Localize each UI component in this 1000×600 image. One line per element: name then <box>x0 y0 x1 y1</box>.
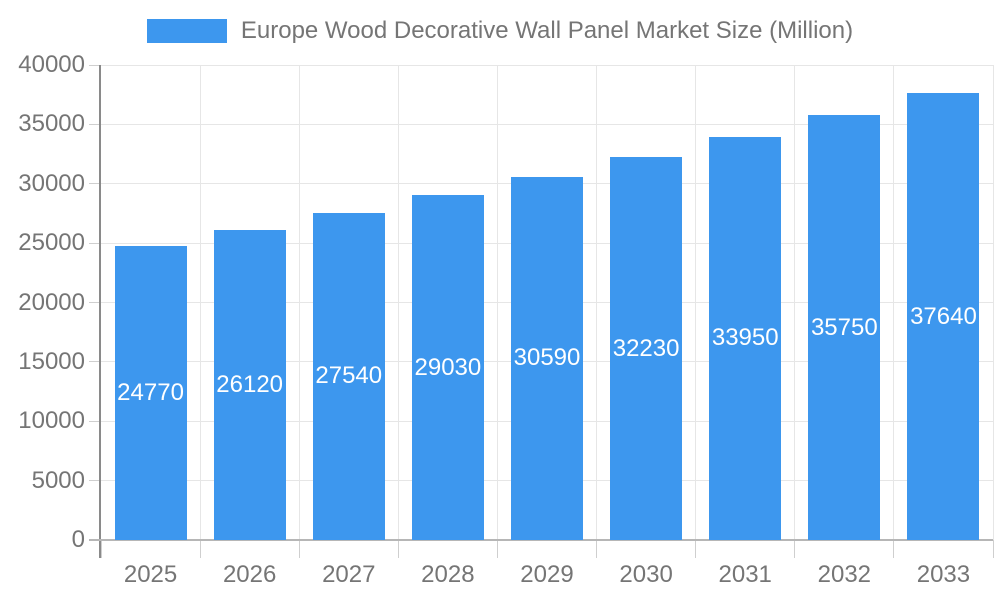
y-axis-tick-label: 40000 <box>18 51 85 78</box>
bar[interactable] <box>808 115 881 540</box>
x-axis-tick-label: 2030 <box>619 561 673 588</box>
x-axis-tick-label: 2033 <box>916 561 971 588</box>
gridline-vertical <box>794 65 796 540</box>
gridline-horizontal <box>101 123 993 125</box>
bar-value-label: 26120 <box>216 370 284 398</box>
bar-value-label: 29030 <box>414 353 482 381</box>
x-axis-tick <box>298 540 300 558</box>
y-axis-tick-label: 5000 <box>31 466 85 494</box>
gridline-horizontal <box>101 64 993 66</box>
x-axis-tick-label: 2029 <box>520 561 574 588</box>
y-axis-line <box>99 65 101 558</box>
x-axis-tick-label: 2028 <box>421 561 475 588</box>
x-axis-tick <box>199 540 201 558</box>
x-axis-baseline <box>89 539 993 541</box>
bar-value-label: 27540 <box>315 362 383 390</box>
x-axis-tick-label: 2026 <box>222 561 277 588</box>
x-axis-tick <box>397 540 399 558</box>
x-axis-tick <box>596 540 598 558</box>
y-axis-tick-label: 10000 <box>18 407 85 435</box>
x-axis-tick-label: 2025 <box>123 561 178 588</box>
x-axis-tick-label: 2032 <box>817 561 872 588</box>
x-axis-tick <box>794 540 796 558</box>
bar[interactable] <box>312 212 385 540</box>
y-axis-tick-label: 20000 <box>18 288 85 316</box>
bar-value-label: 37640 <box>910 302 977 330</box>
y-axis-tick <box>89 64 101 66</box>
y-axis-tick <box>89 302 101 303</box>
bar[interactable] <box>114 245 187 540</box>
gridline-vertical <box>298 65 300 540</box>
x-axis-tick <box>893 540 895 558</box>
y-axis-tick <box>89 420 101 422</box>
gridline-vertical <box>992 65 994 540</box>
bar-value-label: 30590 <box>513 344 581 372</box>
y-axis-tick <box>89 242 101 244</box>
y-axis-tick-label: 0 <box>71 526 85 553</box>
gridline-vertical <box>893 65 895 540</box>
y-axis-tick <box>89 183 101 185</box>
x-axis-tick <box>100 540 102 558</box>
bar[interactable] <box>213 229 286 540</box>
y-axis-tick-label: 30000 <box>18 169 85 197</box>
bar-value-label: 35750 <box>810 313 878 341</box>
legend[interactable]: Europe Wood Decorative Wall Panel Market… <box>0 12 1000 50</box>
y-axis-tick <box>89 361 101 363</box>
gridline-vertical <box>199 65 201 540</box>
gridline-vertical <box>596 65 598 540</box>
gridline-vertical <box>496 65 498 540</box>
x-axis-tick <box>496 540 498 558</box>
y-axis-tick-label: 15000 <box>18 347 85 375</box>
bar[interactable] <box>907 93 980 540</box>
y-axis-tick-label: 25000 <box>18 229 85 257</box>
x-axis-tick <box>992 540 994 558</box>
bar[interactable] <box>511 176 583 540</box>
bar-value-label: 33950 <box>711 324 779 352</box>
x-axis-tick-label: 2027 <box>322 561 376 588</box>
bar-value-label: 32230 <box>612 334 680 362</box>
x-axis-tick <box>695 540 697 558</box>
bar[interactable] <box>411 195 484 540</box>
legend-swatch <box>146 19 227 43</box>
bar-value-label: 24770 <box>117 378 184 406</box>
x-axis-tick-label: 2031 <box>718 561 772 588</box>
y-axis-tick <box>89 480 101 482</box>
bar[interactable] <box>709 136 782 540</box>
bar[interactable] <box>610 157 683 540</box>
gridline-vertical <box>397 65 399 540</box>
y-axis-tick-label: 35000 <box>18 110 85 138</box>
y-axis-tick <box>89 123 101 125</box>
legend-label: Europe Wood Decorative Wall Panel Market… <box>240 17 854 44</box>
gridline-vertical <box>695 65 697 540</box>
